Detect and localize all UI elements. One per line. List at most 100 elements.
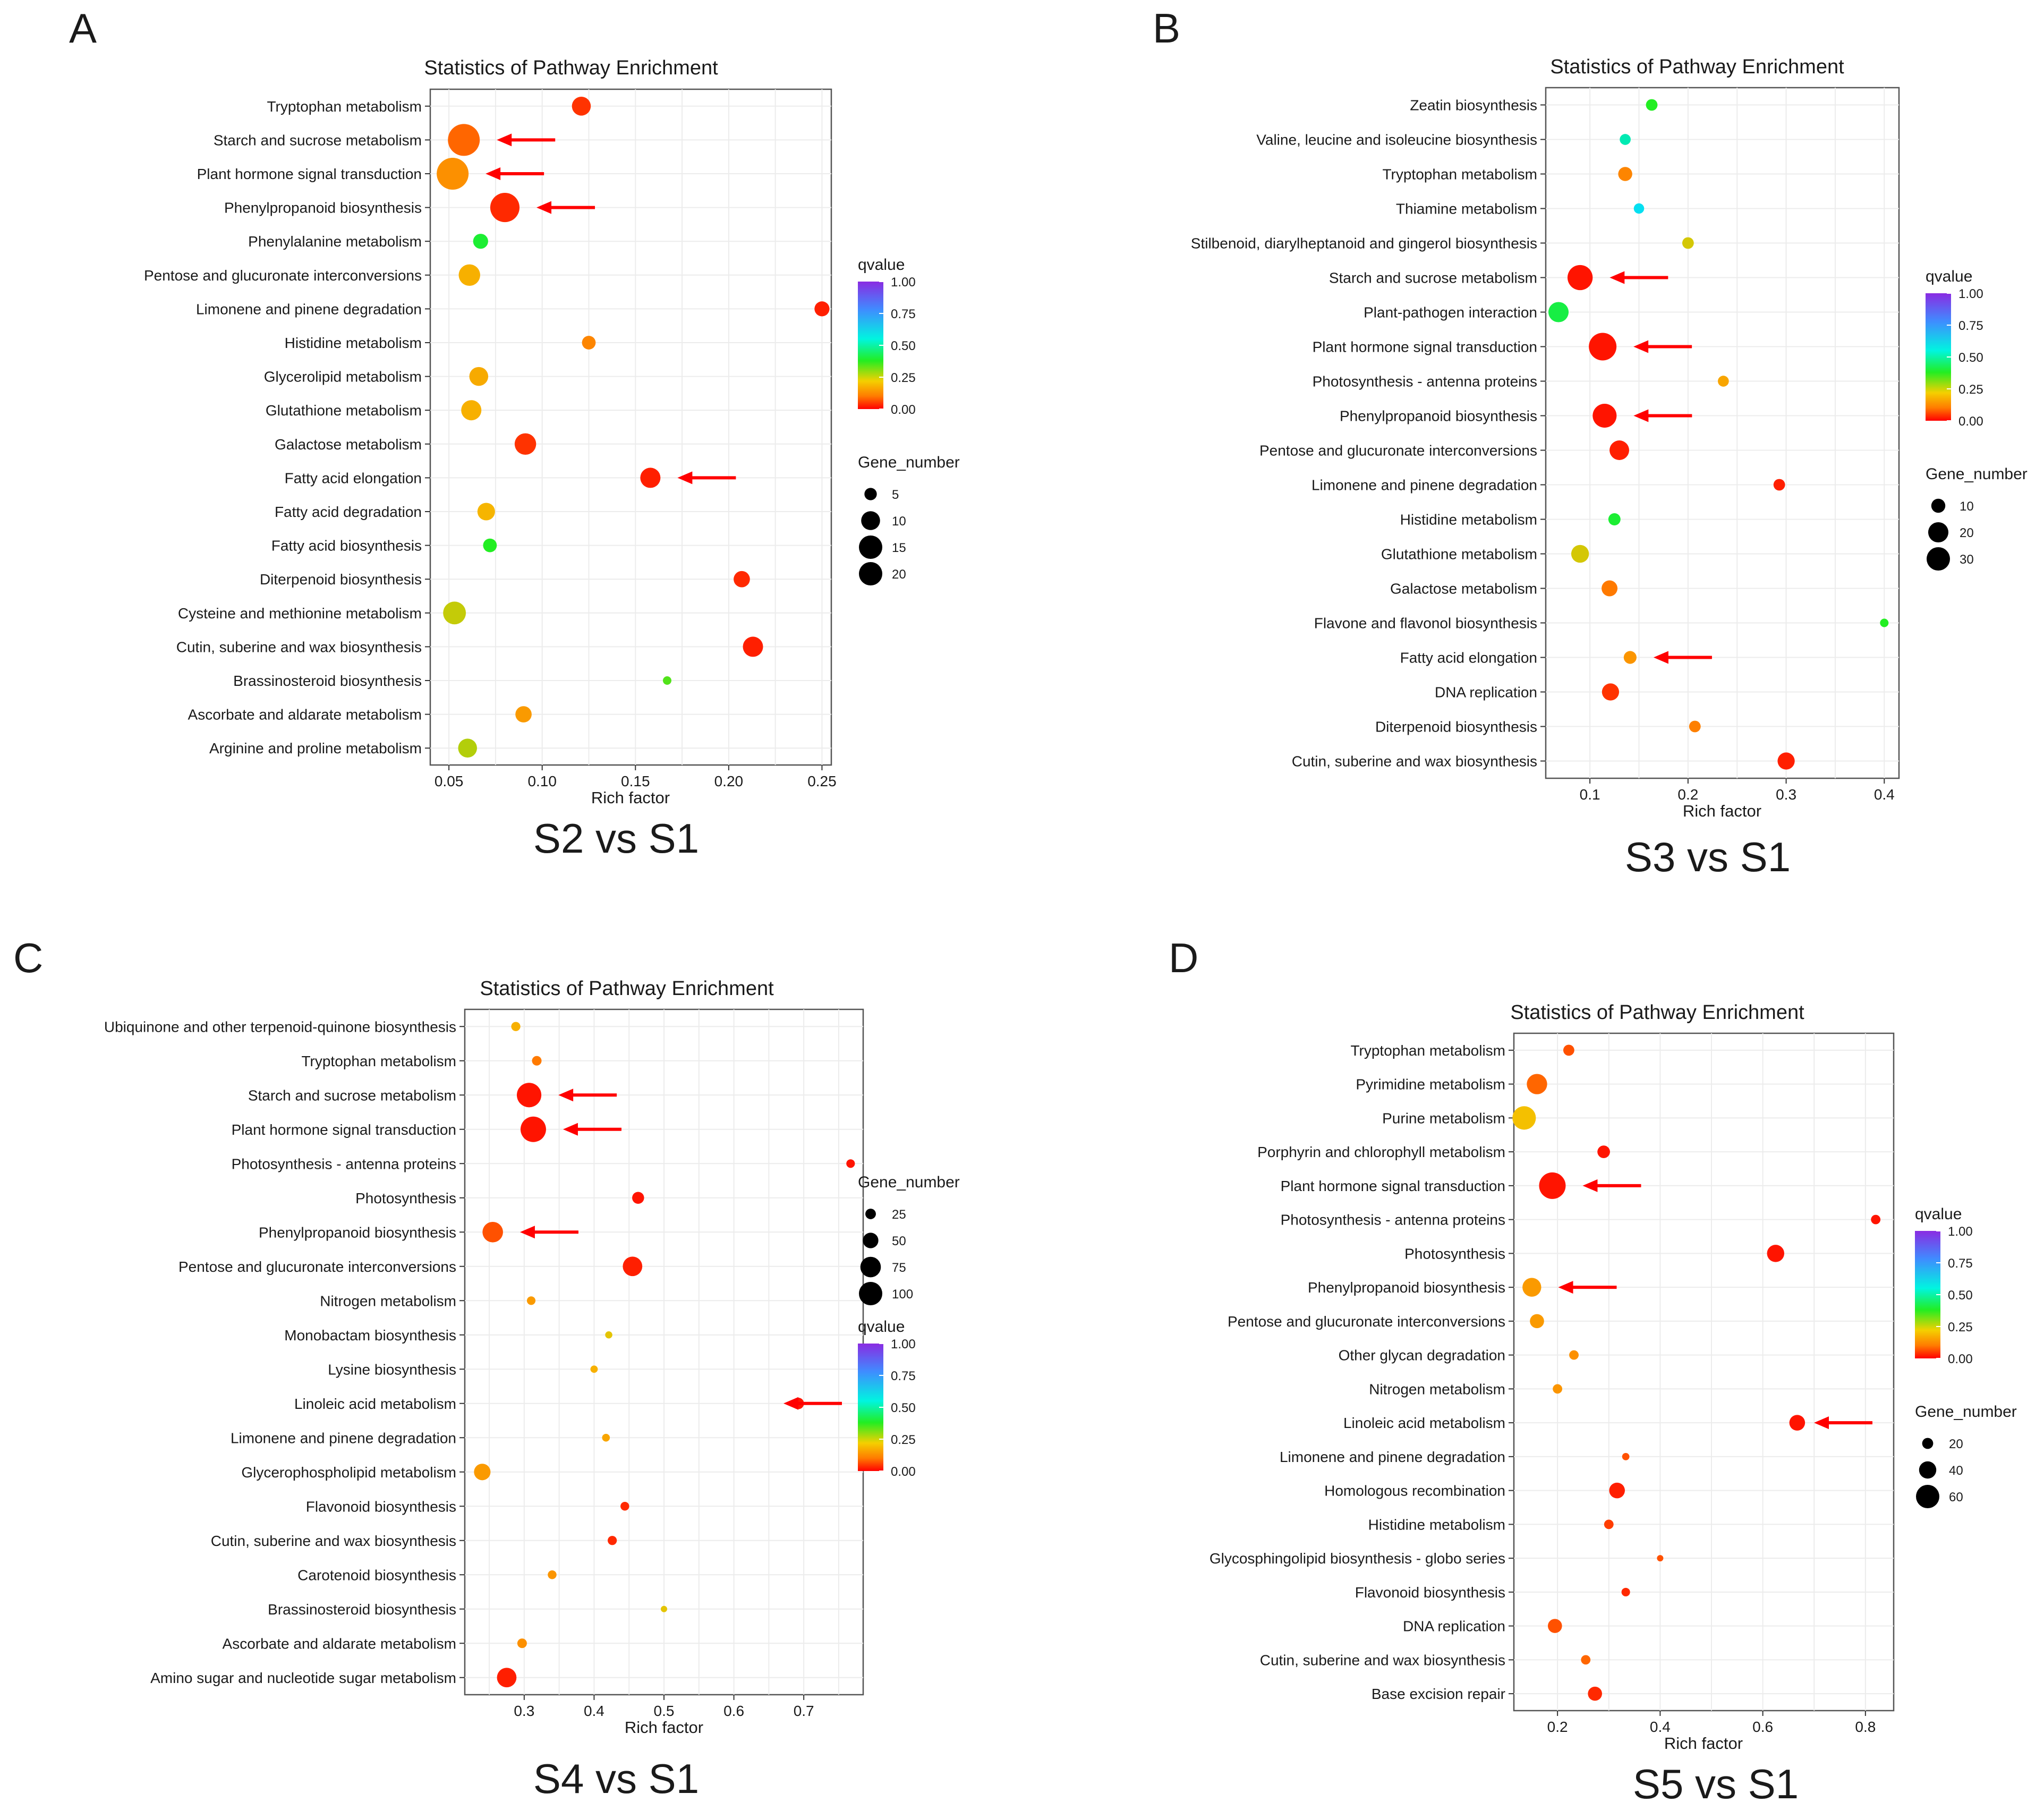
category-label-porphyrin-and-chlorophyll-metabolism: Porphyrin and chlorophyll metabolism [1257,1144,1505,1160]
category-label-tryptophan-metabolism: Tryptophan metabolism [1382,166,1537,183]
point-plant-pathogen-interaction [1548,302,1569,322]
point-cutin-suberine-and-wax-biosynthesis [1777,752,1795,770]
point-cysteine-and-methionine-metabolism [443,601,466,625]
panel-d: D Statistics of Pathway Enrichment Trypt… [1169,934,2017,1802]
point-dna-replication [1602,683,1620,701]
gridlines-d [1514,1033,1894,1711]
category-labels-d: Tryptophan metabolism Pyrimidine metaboli… [1210,1042,1514,1702]
category-label-arginine-and-proline-metabolism: Arginine and proline metabolism [209,740,422,756]
point-nitrogen-metabolism [526,1296,536,1305]
x-axis-c: 0.3 0.4 0.5 0.6 0.7 [514,1695,814,1719]
point-phenylpropanoid-biosynthesis [482,1221,503,1243]
point-brassinosteroid-biosynthesis [661,1605,667,1612]
category-label-starch-and-sucrose-metabolism: Starch and sucrose metabolism [248,1087,456,1103]
point-homologous-recombination [1609,1482,1625,1499]
category-label-glutathione-metabolism: Glutathione metabolism [1381,546,1537,563]
category-label-fatty-acid-degradation: Fatty acid degradation [275,504,422,520]
category-label-stilbenoid-diarylheptanoid-and-gingerol-biosynthesis: Stilbenoid, diarylheptanoid and gingerol… [1191,235,1537,252]
category-label-flavonoid-biosynthesis: Flavonoid biosynthesis [1355,1584,1505,1601]
size-legend-label: 20 [1960,526,1974,540]
size-legend-label: 100 [892,1287,913,1302]
point-limonene-and-pinene-degradation [1773,479,1785,491]
qvalue-tick-label: 1.00 [1948,1225,1973,1239]
arrow-starch-and-sucrose-metabolism [558,1089,617,1102]
category-label-linoleic-acid-metabolism: Linoleic acid metabolism [294,1396,456,1412]
comparison-label-c: S4 vs S1 [533,1755,699,1802]
comparison-label-b: S3 vs S1 [1625,834,1791,880]
comparison-label-d: S5 vs S1 [1633,1761,1799,1802]
point-histidine-metabolism [582,336,596,350]
point-starch-and-sucrose-metabolism [1567,265,1593,291]
point-ascorbate-and-aldarate-metabolism [517,1638,527,1648]
arrow-linoleic-acid-metabolism [1814,1416,1872,1430]
size-legend-label: 10 [1960,499,1974,514]
point-arginine-and-proline-metabolism [458,738,478,758]
x-tick-label: 0.05 [435,773,464,789]
category-label-photosynthesis: Photosynthesis [1404,1245,1505,1262]
qvalue-tick-label: 0.25 [1948,1320,1973,1334]
x-tick-label: 0.3 [1776,786,1796,803]
category-label-photosynthesis: Photosynthesis [355,1190,456,1206]
category-label-brassinosteroid-biosynthesis: Brassinosteroid biosynthesis [233,673,422,689]
point-carotenoid-biosynthesis [548,1570,557,1579]
point-plant-hormone-signal-transduction [1539,1172,1566,1199]
x-axis-title-c: Rich factor [625,1718,703,1737]
qvalue-tick-label: 1.00 [891,275,916,290]
arrow-phenylpropanoid-biosynthesis [1633,409,1692,422]
x-tick-label: 0.5 [654,1703,675,1719]
size-legend-label: 5 [892,488,899,502]
point-photosynthesis [632,1192,644,1204]
arrows-a [486,133,736,484]
chart-title-c: Statistics of Pathway Enrichment [480,978,774,1000]
point-histidine-metabolism [1604,1519,1614,1529]
point-limonene-and-pinene-degradation [1622,1452,1630,1460]
points-b [1548,99,1889,770]
size-legend-dot [1928,522,1949,543]
size-legend-label: 10 [892,514,906,529]
qvalue-tick-label: 0.50 [1948,1288,1973,1303]
arrow-linoleic-acid-metabolism [783,1397,842,1410]
point-glycosphingolipid-biosynthesis-globo-series [1657,1555,1664,1562]
arrow-phenylpropanoid-biosynthesis [536,201,595,214]
category-label-histidine-metabolism: Histidine metabolism [1400,512,1537,528]
point-phenylpropanoid-biosynthesis [1522,1278,1541,1297]
point-glycerolipid-metabolism [469,367,489,386]
qvalue-tick-label: 0.00 [1948,1352,1973,1366]
point-photosynthesis [1767,1245,1785,1262]
category-label-tryptophan-metabolism: Tryptophan metabolism [267,98,422,115]
category-label-monobactam-biosynthesis: Monobactam biosynthesis [284,1327,456,1344]
category-label-diterpenoid-biosynthesis: Diterpenoid biosynthesis [260,571,422,588]
x-tick-label: 0.6 [1752,1719,1773,1735]
qvalue-tick-label: 0.75 [891,1369,916,1383]
size-legend-title: Gene_number [858,454,960,471]
category-label-photosynthesis-antenna-proteins: Photosynthesis - antenna proteins [1313,373,1537,390]
size-legend-dot [859,536,882,559]
point-nitrogen-metabolism [1553,1384,1563,1394]
point-valine-leucine-and-isoleucine-biosynthesis [1620,134,1631,145]
category-label-carotenoid-biosynthesis: Carotenoid biosynthesis [297,1567,456,1583]
point-limonene-and-pinene-degradation [602,1433,610,1442]
point-photosynthesis-antenna-proteins [1718,376,1729,387]
category-label-phenylpropanoid-biosynthesis: Phenylpropanoid biosynthesis [224,200,422,216]
arrow-starch-and-sucrose-metabolism [1609,271,1668,284]
point-phenylalanine-metabolism [473,234,488,249]
x-tick-label: 0.10 [527,773,557,789]
qvalue-legend-title: qvalue [1915,1205,1962,1223]
category-label-cutin-suberine-and-wax-biosynthesis: Cutin, suberine and wax biosynthesis [211,1533,456,1549]
arrow-plant-hormone-signal-transduction [563,1123,621,1136]
size-legend-dot [860,1256,881,1278]
category-labels-a: Tryptophan metabolism Starch and sucrose … [144,98,430,756]
point-thiamine-metabolism [1633,203,1645,214]
category-label-amino-sugar-and-nucleotide-sugar-metabolism: Amino sugar and nucleotide sugar metabol… [150,1670,456,1686]
category-label-dna-replication: DNA replication [1403,1618,1505,1635]
category-label-pentose-and-glucuronate-interconversions: Pentose and glucuronate interconversions [144,267,422,284]
size-legend-label: 30 [1960,552,1974,567]
size-legend-dot [1922,1438,1934,1449]
category-label-pentose-and-glucuronate-interconversions: Pentose and glucuronate interconversions [1228,1313,1505,1330]
x-axis-title-d: Rich factor [1664,1734,1743,1753]
point-linoleic-acid-metabolism [1789,1415,1805,1431]
arrow-plant-hormone-signal-transduction [486,167,544,180]
category-label-base-excision-repair: Base excision repair [1372,1686,1505,1702]
